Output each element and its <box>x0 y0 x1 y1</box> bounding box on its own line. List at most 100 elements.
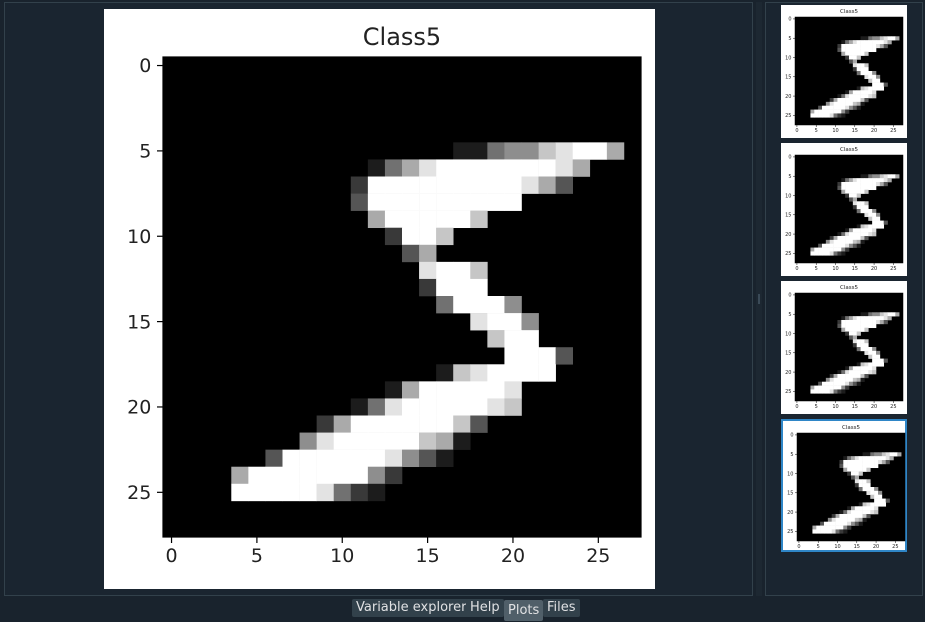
image-pixel <box>487 296 505 314</box>
image-pixel <box>856 327 861 332</box>
image-pixel <box>350 193 369 211</box>
image-pixel <box>470 313 488 331</box>
image-pixel <box>843 463 848 469</box>
x-tick-label: 5 <box>815 404 818 410</box>
tab-help[interactable]: Help <box>466 599 504 617</box>
image-pixel <box>827 525 833 530</box>
image-pixel <box>879 224 885 229</box>
image-pixel <box>248 466 266 485</box>
image-pixel <box>265 449 283 468</box>
image-pixel <box>841 327 846 332</box>
image-pixel <box>858 502 863 507</box>
image-pixel <box>841 316 846 321</box>
image-pixel <box>856 63 861 68</box>
image-pixel <box>812 525 817 530</box>
image-pixel <box>837 381 842 386</box>
image-pixel <box>876 212 881 218</box>
image-pixel <box>837 389 842 394</box>
image-pixel <box>402 449 420 468</box>
image-pixel <box>856 178 861 183</box>
image-pixel <box>822 243 827 248</box>
image-pixel <box>436 210 454 229</box>
plot-thumbnail-2[interactable]: Class5 0 5 10 15 20 25 0 5 10 15 20 25 <box>781 143 907 276</box>
image-pixel <box>876 86 881 91</box>
image-pixel <box>822 251 827 256</box>
y-tick-label: 20 <box>785 94 791 100</box>
image-pixel <box>876 316 881 321</box>
image-pixel <box>860 51 865 56</box>
image-pixel <box>860 370 865 375</box>
image-pixel <box>402 227 420 246</box>
image-pixel <box>852 101 858 107</box>
image-pixel <box>856 105 861 110</box>
tab-files[interactable]: Files <box>543 599 580 617</box>
image-pixel <box>868 232 873 237</box>
image-pixel <box>606 142 625 160</box>
image-pixel <box>858 463 863 469</box>
image-pixel <box>883 82 888 87</box>
pane-splitter[interactable] <box>756 2 762 596</box>
image-pixel <box>419 398 437 416</box>
image-pixel <box>841 51 846 56</box>
plot-thumbnail-4[interactable]: Class5 0 5 10 15 20 25 0 5 10 15 20 25 <box>781 419 907 552</box>
image-pixel <box>852 239 858 245</box>
image-pixel <box>814 389 819 394</box>
plot-thumbnail-3[interactable]: Class5 0 5 10 15 20 25 0 5 10 15 20 25 <box>781 281 907 414</box>
image-pixel <box>833 377 838 383</box>
image-pixel <box>849 105 854 110</box>
image-pixel <box>879 362 885 367</box>
image-pixel <box>852 197 858 202</box>
image-pixel <box>872 82 877 87</box>
tab-plots[interactable]: Plots <box>504 600 544 621</box>
image-pixel <box>897 452 902 457</box>
y-tick-label: 0 <box>788 17 791 23</box>
image-pixel <box>453 398 471 416</box>
image-pixel <box>810 251 815 256</box>
image-pixel <box>843 517 848 523</box>
tab-variable-explorer[interactable]: Variable explorer <box>352 599 471 617</box>
x-tick-label: 0 <box>795 266 798 272</box>
image-pixel <box>333 432 352 450</box>
image-pixel <box>825 101 831 107</box>
image-pixel <box>837 47 842 53</box>
image-pixel <box>879 316 885 321</box>
image-pixel <box>402 398 420 416</box>
image-pixel <box>837 320 842 325</box>
image-pixel <box>862 514 867 519</box>
image-pixel <box>837 185 842 191</box>
image-pixel <box>872 358 877 363</box>
x-tick-label: 10 <box>330 545 354 567</box>
image-pixel <box>316 483 335 502</box>
image-pixel <box>841 377 846 383</box>
image-pixel <box>849 94 854 99</box>
image-pixel <box>868 370 873 375</box>
plot-thumbnail-1[interactable]: Class5 0 5 10 15 20 25 0 5 10 15 20 25 <box>781 5 907 138</box>
image-pixel <box>555 142 574 160</box>
image-pixel <box>868 44 873 49</box>
image-pixel <box>864 51 869 56</box>
image-pixel <box>872 86 877 91</box>
image-pixel <box>818 389 823 394</box>
image-pixel <box>841 370 846 375</box>
image-pixel <box>849 197 854 202</box>
image-pixel <box>825 385 831 390</box>
image-pixel <box>852 59 858 64</box>
image-pixel <box>851 460 856 465</box>
y-tick-label: 10 <box>787 471 793 477</box>
image-pixel <box>470 364 488 382</box>
image-pixel <box>860 101 865 107</box>
image-pixel <box>841 389 846 394</box>
image-pixel <box>814 251 819 256</box>
image-pixel <box>885 460 890 465</box>
image-pixel <box>470 159 488 177</box>
image-pixel <box>860 47 865 53</box>
image-pixel <box>837 44 842 49</box>
image-pixel <box>852 320 858 325</box>
image-pixel <box>849 236 854 241</box>
image-pixel <box>419 227 437 246</box>
image-pixel <box>887 316 892 321</box>
image-pixel <box>872 320 877 325</box>
image-pixel <box>860 209 865 214</box>
image-pixel <box>833 385 838 390</box>
image-pixel <box>837 243 842 248</box>
